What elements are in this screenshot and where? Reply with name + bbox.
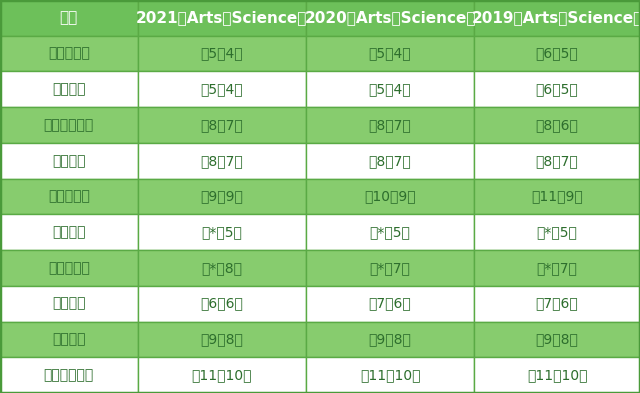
Bar — [306, 321, 474, 357]
Text: 圣约瑟书院: 圣约瑟书院 — [48, 261, 90, 275]
Bar — [0, 357, 138, 393]
Text: （8、7）: （8、7） — [369, 154, 412, 168]
Text: （10、9）: （10、9） — [364, 189, 416, 204]
Bar — [0, 0, 138, 36]
Text: （*、8）: （*、8） — [201, 261, 243, 275]
Text: （6、5）: （6、5） — [536, 82, 579, 96]
Bar — [138, 0, 306, 36]
Bar — [306, 179, 474, 214]
Bar — [474, 143, 640, 179]
Text: （9、9）: （9、9） — [200, 189, 243, 204]
Bar — [0, 321, 138, 357]
Text: 国家初院: 国家初院 — [52, 154, 86, 168]
Text: （*、5）: （*、5） — [537, 225, 577, 239]
Bar — [306, 357, 474, 393]
Bar — [138, 72, 306, 107]
Text: （*、5）: （*、5） — [370, 225, 410, 239]
Text: （11、10）: （11、10） — [360, 368, 420, 382]
Bar — [474, 72, 640, 107]
Text: 英华自主: 英华自主 — [52, 225, 86, 239]
Bar — [306, 143, 474, 179]
Bar — [474, 179, 640, 214]
Bar — [474, 321, 640, 357]
Text: 南洋初院: 南洋初院 — [52, 297, 86, 311]
Bar — [138, 286, 306, 321]
Text: 英华初院: 英华初院 — [52, 332, 86, 346]
Text: （7、6）: （7、6） — [536, 297, 579, 311]
Text: 华侨中学: 华侨中学 — [52, 82, 86, 96]
Bar — [306, 286, 474, 321]
Bar — [306, 250, 474, 286]
Bar — [474, 36, 640, 72]
Bar — [474, 107, 640, 143]
Text: （9、8）: （9、8） — [200, 332, 243, 346]
Text: （*、7）: （*、7） — [370, 261, 410, 275]
Text: （8、6）: （8、6） — [536, 118, 579, 132]
Bar — [306, 214, 474, 250]
Text: 2021（Arts、Science）: 2021（Arts、Science） — [136, 10, 307, 26]
Bar — [474, 250, 640, 286]
Text: （8、7）: （8、7） — [200, 118, 243, 132]
Text: 初院: 初院 — [60, 10, 78, 26]
Text: （*、7）: （*、7） — [537, 261, 577, 275]
Text: 莱佛士初院: 莱佛士初院 — [48, 47, 90, 61]
Bar — [0, 250, 138, 286]
Text: 2019（Arts、Science）: 2019（Arts、Science） — [472, 10, 640, 26]
Text: 淡马锡初院: 淡马锡初院 — [48, 189, 90, 204]
Text: （5、4）: （5、4） — [369, 82, 412, 96]
Bar — [138, 107, 306, 143]
Text: （8、7）: （8、7） — [369, 118, 412, 132]
Bar — [0, 36, 138, 72]
Bar — [0, 143, 138, 179]
Bar — [138, 214, 306, 250]
Text: 2020（Arts、Science）: 2020（Arts、Science） — [305, 10, 476, 26]
Text: 圣安德列初院: 圣安德列初院 — [44, 368, 94, 382]
Text: （5、4）: （5、4） — [200, 47, 243, 61]
Text: 维多利亚初院: 维多利亚初院 — [44, 118, 94, 132]
Text: （6、6）: （6、6） — [200, 297, 243, 311]
Bar — [138, 179, 306, 214]
Text: （9、8）: （9、8） — [536, 332, 579, 346]
Bar — [306, 107, 474, 143]
Bar — [0, 107, 138, 143]
Text: （11、10）: （11、10） — [527, 368, 588, 382]
Text: （*、5）: （*、5） — [202, 225, 242, 239]
Bar — [138, 357, 306, 393]
Text: （6、5）: （6、5） — [536, 47, 579, 61]
Text: （7、6）: （7、6） — [369, 297, 412, 311]
Bar — [474, 0, 640, 36]
Bar — [0, 72, 138, 107]
Text: （11、10）: （11、10） — [191, 368, 252, 382]
Text: （5、4）: （5、4） — [369, 47, 412, 61]
Bar — [138, 143, 306, 179]
Text: （9、8）: （9、8） — [369, 332, 412, 346]
Text: （5、4）: （5、4） — [200, 82, 243, 96]
Bar — [138, 36, 306, 72]
Text: （8、7）: （8、7） — [200, 154, 243, 168]
Bar — [306, 0, 474, 36]
Bar — [0, 214, 138, 250]
Bar — [0, 286, 138, 321]
Text: （8、7）: （8、7） — [536, 154, 579, 168]
Bar — [306, 72, 474, 107]
Bar — [138, 250, 306, 286]
Bar — [0, 179, 138, 214]
Bar — [474, 357, 640, 393]
Bar — [138, 321, 306, 357]
Text: （11、9）: （11、9） — [531, 189, 583, 204]
Bar — [474, 214, 640, 250]
Bar — [306, 36, 474, 72]
Bar — [474, 286, 640, 321]
